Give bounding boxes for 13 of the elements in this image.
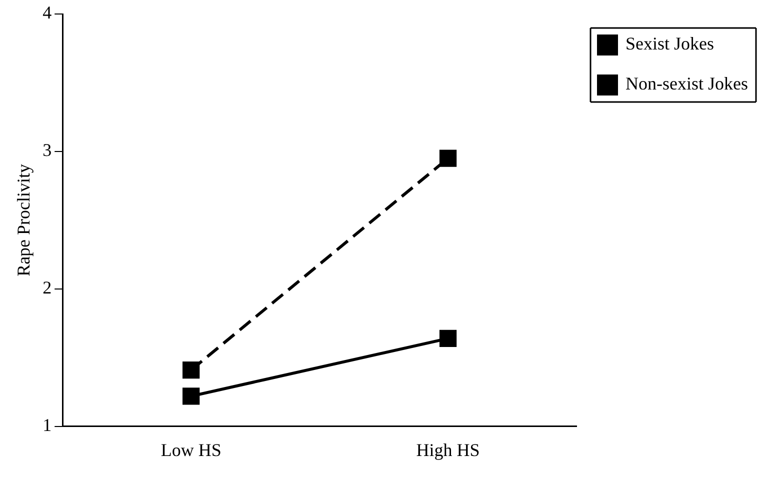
- y-tick-label: 4: [42, 2, 52, 23]
- x-tick-label: Low HS: [160, 440, 222, 460]
- legend-label: Non-sexist Jokes: [626, 74, 748, 94]
- y-tick-label: 3: [42, 140, 52, 160]
- point: [182, 388, 200, 405]
- y-tick-label: 1: [42, 415, 52, 436]
- point: [439, 330, 457, 347]
- x-tick-label: High HS: [416, 440, 480, 460]
- legend-label: Sexist Jokes: [626, 34, 714, 54]
- y-axis-title: Rape Proclivity: [14, 164, 34, 276]
- point: [182, 361, 200, 379]
- point: [439, 150, 457, 167]
- y-tick-label: 2: [42, 278, 52, 298]
